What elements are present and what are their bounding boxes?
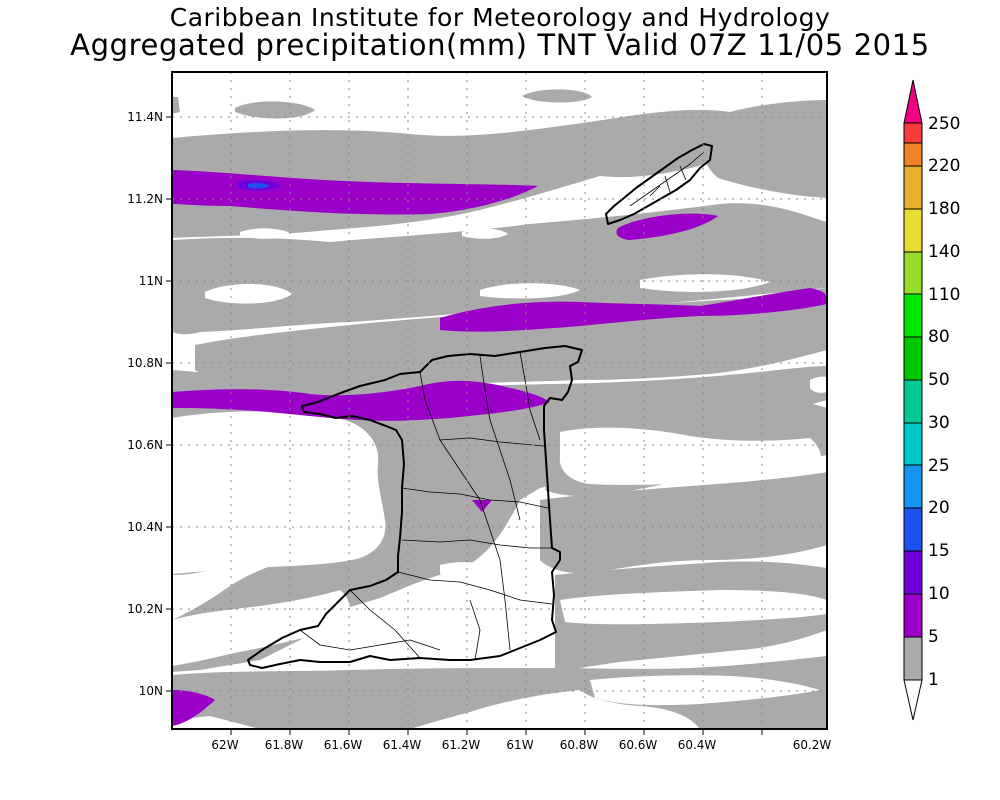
colorbar-label: 30 bbox=[928, 413, 950, 433]
lon-tick-label: 60.6W bbox=[619, 738, 658, 752]
colorbar-label: 15 bbox=[928, 541, 950, 561]
longitude-axis: 62W 61.8W 61.6W 61.4W 61.2W 61W 60.8W 60… bbox=[211, 738, 831, 752]
colorbar-top-arrow bbox=[903, 79, 923, 124]
chart-title: Caribbean Institute for Meteorology and … bbox=[169, 3, 831, 32]
colorbar-label: 110 bbox=[928, 285, 960, 305]
colorbar-segment bbox=[903, 636, 923, 681]
lat-tick-label: 10N bbox=[139, 684, 163, 698]
lat-tick-label: 11.2N bbox=[127, 192, 163, 206]
colorbar-bottom-arrow bbox=[903, 679, 923, 721]
colorbar-segment bbox=[903, 422, 923, 466]
colorbar-label: 80 bbox=[928, 327, 950, 347]
colorbar-label: 50 bbox=[928, 370, 950, 390]
lat-tick-label: 10.6N bbox=[127, 438, 163, 452]
lon-tick-label: 61.8W bbox=[265, 738, 304, 752]
lon-tick-label: 60.8W bbox=[560, 738, 599, 752]
lon-tick-label: 61.2W bbox=[442, 738, 481, 752]
colorbar-segment bbox=[903, 251, 923, 295]
colorbar-label: 220 bbox=[928, 156, 960, 176]
precip-15-20mm-core bbox=[248, 182, 270, 189]
colorbar-segment bbox=[903, 293, 923, 338]
lat-tick-label: 10.4N bbox=[127, 520, 163, 534]
chart-subtitle: Aggregated precipitation(mm) TNT Valid 0… bbox=[70, 28, 930, 62]
colorbar-segment bbox=[903, 464, 923, 509]
lon-tick-label: 60.4W bbox=[678, 738, 717, 752]
colorbar-label: 140 bbox=[928, 242, 960, 262]
colorbar-segment-orange bbox=[903, 142, 923, 167]
tobago-island bbox=[605, 143, 713, 225]
precip-below-1mm-gaps bbox=[172, 228, 827, 729]
lat-tick-label: 10.2N bbox=[127, 602, 163, 616]
colorbar-label: 20 bbox=[928, 498, 950, 518]
lat-tick-label: 10.8N bbox=[127, 356, 163, 370]
lon-tick-label: 61.6W bbox=[324, 738, 363, 752]
colorbar-segment bbox=[903, 593, 923, 638]
trinidad-island bbox=[247, 345, 583, 669]
colorbar-label: 250 bbox=[928, 114, 960, 134]
colorbar-segment bbox=[903, 379, 923, 424]
colorbar-segment bbox=[903, 507, 923, 552]
map-gridlines bbox=[172, 72, 827, 729]
lon-tick-label: 62W bbox=[211, 738, 238, 752]
lon-tick-label: 60.2W bbox=[793, 738, 832, 752]
colorbar-segment bbox=[903, 165, 923, 210]
latitude-axis: 10N 10.2N 10.4N 10.6N 10.8N 11N 11.2N 11… bbox=[127, 110, 163, 698]
map-frame bbox=[171, 71, 828, 730]
map-area bbox=[172, 72, 827, 729]
colorbar-label: 180 bbox=[928, 199, 960, 219]
colorbar-segment bbox=[903, 336, 923, 381]
colorbar bbox=[903, 79, 923, 721]
colorbar-label: 1 bbox=[928, 670, 939, 690]
axis-tick-marks bbox=[166, 116, 763, 735]
colorbar-segment-red bbox=[904, 123, 922, 144]
lat-tick-label: 11.4N bbox=[127, 110, 163, 124]
colorbar-label: 10 bbox=[928, 584, 950, 604]
colorbar-labels: 1 5 10 15 20 25 30 50 80 110 140 180 220… bbox=[928, 114, 960, 690]
lat-tick-label: 11N bbox=[139, 274, 163, 288]
lon-tick-label: 61.4W bbox=[383, 738, 422, 752]
lon-tick-label: 61W bbox=[506, 738, 533, 752]
colorbar-label: 5 bbox=[928, 627, 939, 647]
colorbar-segment bbox=[903, 208, 923, 253]
colorbar-label: 25 bbox=[928, 456, 950, 476]
colorbar-segment bbox=[903, 550, 923, 595]
